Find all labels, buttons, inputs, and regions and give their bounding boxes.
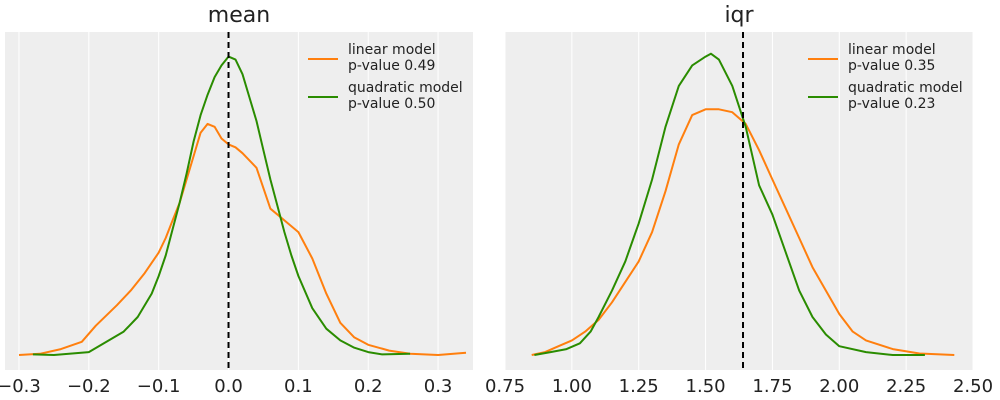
- iqr-legend: linear model p-value 0.35 quadratic model…: [808, 42, 963, 112]
- x-tick-label: 2.25: [886, 376, 926, 397]
- x-tick-label: −0.1: [137, 376, 181, 397]
- x-tick-label: 2.00: [819, 376, 859, 397]
- legend-label: p-value 0.35: [848, 58, 935, 74]
- legend-label: p-value 0.50: [348, 96, 435, 112]
- mean-grid: [18, 32, 439, 370]
- iqr-x-ticks: 0.75 1.00 1.25 1.50 1.75 2.00 2.25 2.50: [485, 376, 993, 397]
- legend-label: linear model: [348, 42, 436, 58]
- iqr-panel: iqr 0.75 1.00 1.25 1.50 1.75 2.00 2.25 2.50 lin…: [485, 3, 993, 397]
- iqr-title: iqr: [724, 3, 754, 28]
- mean-legend: linear model p-value 0.49 quadratic model…: [308, 42, 463, 112]
- x-tick-label: 0.0: [214, 376, 243, 397]
- iqr-series: [531, 52, 955, 356]
- legend-label: quadratic model: [848, 80, 963, 96]
- mean-title: mean: [208, 3, 270, 28]
- legend-label: p-value 0.23: [848, 96, 935, 112]
- x-tick-label: 1.25: [619, 376, 659, 397]
- x-tick-label: 0.2: [354, 376, 383, 397]
- x-tick-label: 1.00: [552, 376, 592, 397]
- legend-label: quadratic model: [348, 80, 463, 96]
- x-tick-label: 0.3: [424, 376, 453, 397]
- x-tick-label: 1.75: [752, 376, 792, 397]
- x-tick-label: −0.3: [0, 376, 41, 397]
- mean-plot-area: [5, 32, 473, 370]
- series-line-quadratic: [534, 52, 925, 356]
- series-line-linear: [18, 122, 467, 356]
- x-tick-label: 0.1: [284, 376, 313, 397]
- x-tick-label: −0.2: [67, 376, 111, 397]
- series-line-quadratic: [32, 55, 411, 356]
- iqr-plot-area: [505, 32, 973, 370]
- iqr-grid: [504, 32, 974, 370]
- x-tick-label: 1.50: [686, 376, 726, 397]
- mean-panel: mean −0.3 −0.2 −0.1 0.0 0.1 0.2 0.3 linear mod…: [0, 3, 473, 397]
- x-tick-label: 2.50: [953, 376, 993, 397]
- legend-label: linear model: [848, 42, 936, 58]
- mean-series: [18, 55, 467, 356]
- x-tick-label: 0.75: [485, 376, 525, 397]
- legend-label: p-value 0.49: [348, 58, 435, 74]
- mean-x-ticks: −0.3 −0.2 −0.1 0.0 0.1 0.2 0.3: [0, 376, 452, 397]
